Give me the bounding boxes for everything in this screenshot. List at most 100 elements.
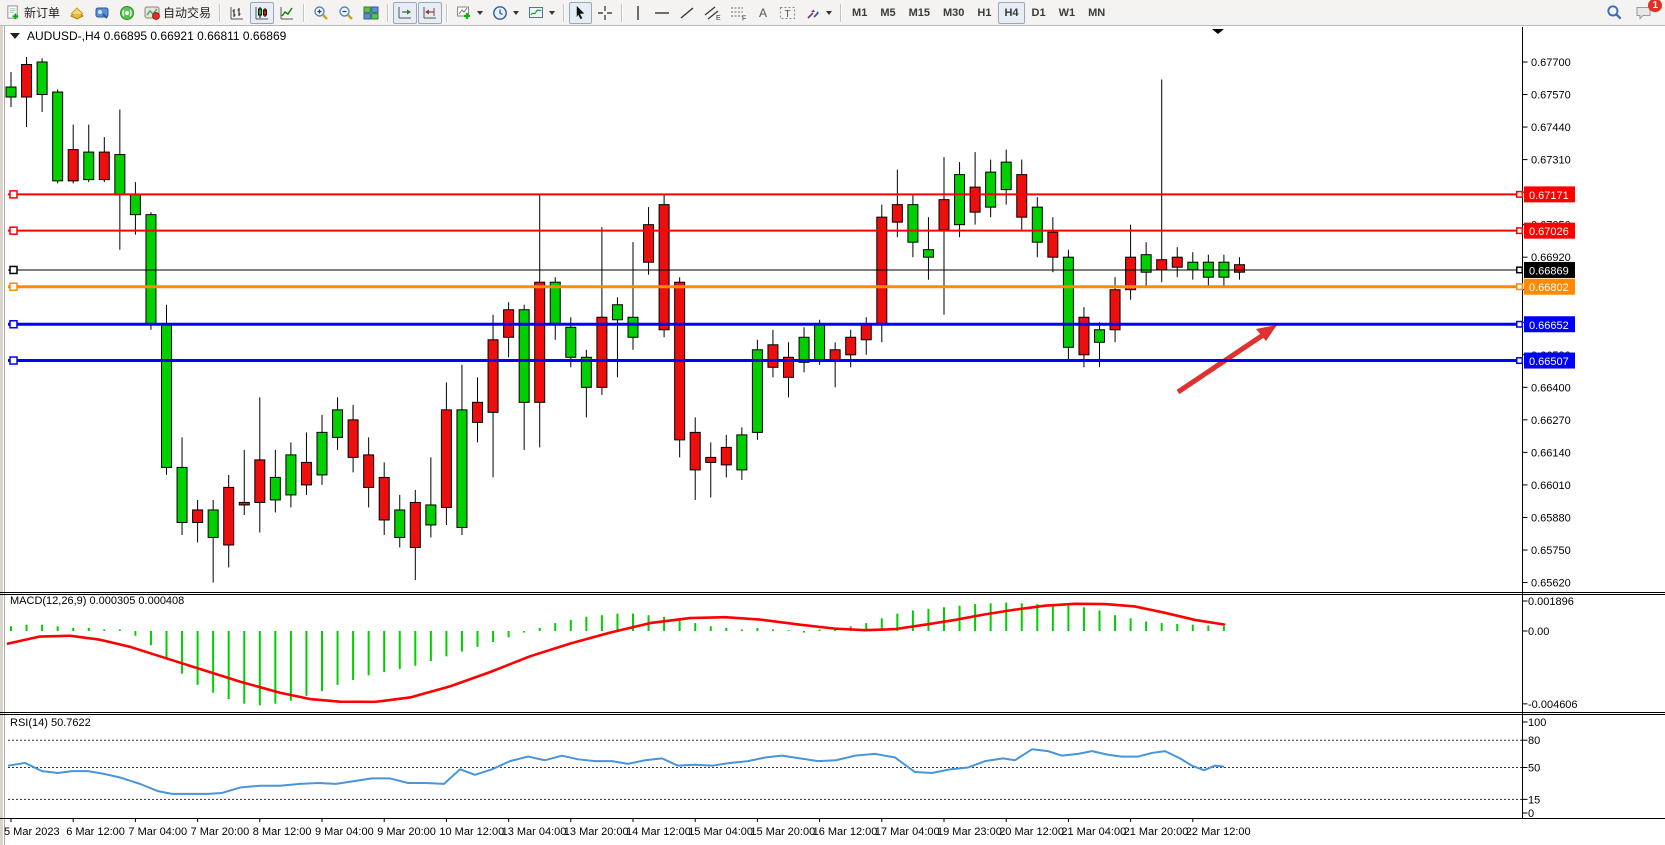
toolbar-separator [563,3,566,22]
strategy-tester-button[interactable] [90,2,114,24]
candle-body [5,86,17,98]
periods-button[interactable] [488,2,523,24]
price-axis-label: 0.67570 [1531,90,1571,102]
text-label-button[interactable]: T [775,2,800,24]
new-chart-button[interactable] [452,2,487,24]
symbol-dropdown-triangle[interactable] [10,33,20,39]
rsi-pane: 100 80 50 15 0 RSI(14) 50.7622 [7,717,1546,820]
candle-body [658,204,670,331]
trend-arrow-annotation[interactable] [1176,325,1277,395]
timeframe-button-D1[interactable]: D1 [1026,2,1052,24]
tile-windows-icon [363,6,379,20]
price-axis-label: 0.67440 [1531,122,1571,134]
news-feed-button[interactable] [115,2,139,24]
toolbar-separator [219,3,222,22]
candle-body [1187,261,1199,271]
price-badge: 0.66869 [1516,261,1575,278]
candle-body [751,349,763,433]
line-chart-mode-button[interactable] [275,2,299,24]
svg-text:A: A [759,6,767,20]
notifications-button[interactable]: 1 [1631,0,1662,24]
candle-body [67,149,79,182]
timeframe-button-MN[interactable]: MN [1082,2,1111,24]
candle-body [845,336,857,356]
line-anchor-handle[interactable] [9,356,18,365]
timeframe-button-H4[interactable]: H4 [998,1,1025,24]
candle-body [1078,316,1090,356]
candle-body [425,504,437,526]
candle-body [1000,161,1012,191]
bar-chart-mode-button[interactable] [225,2,249,24]
zoom-out-button[interactable] [334,2,358,24]
horizontal-line-button[interactable] [650,2,674,24]
text-button[interactable]: A [752,2,774,24]
timeframe-button-H1[interactable]: H1 [971,2,997,24]
auto-scroll-button[interactable] [393,1,418,24]
candle-body [394,509,406,538]
vertical-line-button[interactable] [627,2,649,24]
price-badge-notch-center [1517,228,1522,233]
time-axis-label: 9 Mar 20:00 [377,826,436,838]
timeframe-button-M15[interactable]: M15 [903,2,936,24]
line-anchor-handle[interactable] [9,320,18,329]
price-badge: 0.67171 [1516,186,1575,203]
candle-body [269,476,281,501]
broadcast-icon [120,5,135,20]
fibonacci-icon: F [731,7,746,21]
search-button[interactable] [1602,2,1627,24]
dropdown-caret [477,10,484,15]
timeframe-button-M5[interactable]: M5 [874,2,901,24]
candle-body [549,281,561,326]
time-axis: 5 Mar 2023 6 Mar 12:00 7 Mar 04:00 7 Mar 20… [4,818,1251,838]
price-axis-label: 0.66140 [1531,447,1571,459]
candle-body [705,456,717,463]
tile-windows-button[interactable] [359,2,383,24]
arrows-icon [807,9,819,19]
timeframe-button-M1[interactable]: M1 [846,2,873,24]
line-anchor-handle[interactable] [9,282,18,291]
autotrading-icon [144,6,160,20]
candle-body [487,339,499,413]
timeframe-button-M30[interactable]: M30 [937,2,970,24]
gold-chart-button[interactable] [65,2,89,24]
chart-shift-marker [1212,29,1224,34]
rsi-axis-label: 15 [1528,794,1540,806]
candlestick-series [5,56,1245,583]
timeframe-button-W1[interactable]: W1 [1053,2,1082,24]
line-anchor-handle[interactable] [9,265,18,275]
new-chart-icon [457,6,471,19]
dropdown-caret [549,10,556,15]
equidistant-channel-button[interactable]: E [700,2,725,24]
templates-button[interactable] [524,2,559,24]
line-anchor-handle[interactable] [9,226,18,235]
candle-body [1062,256,1074,348]
candle-body [440,409,452,508]
candle-body [1156,259,1168,271]
line-anchor-handle[interactable] [9,190,18,199]
candlestick-mode-button[interactable] [250,1,275,24]
toolbar-right-group: 1 [1602,0,1662,24]
candle-body [378,476,390,521]
crosshair-button[interactable] [593,2,617,24]
chart-shift-button[interactable] [418,1,443,24]
candle-body [1094,329,1105,343]
trendline-button[interactable] [675,2,699,24]
autotrading-button[interactable]: 自动交易 [140,2,215,24]
arrow-head [1256,325,1277,341]
candle-body [1016,174,1028,218]
horizontal-line-icon [655,11,670,14]
new-order-button[interactable]: 新订单 [2,2,64,24]
price-badge-notch-center [1517,284,1522,289]
arrows-button[interactable] [801,2,836,24]
rsi-axis-label: 100 [1528,717,1546,729]
macd-axis-label: 0.001896 [1528,596,1574,608]
cursor-icon [576,5,585,20]
chart-shift-icon [423,6,437,18]
candle-body [580,356,592,388]
fibonacci-button[interactable]: F [726,2,751,24]
zoom-in-button[interactable] [309,2,333,24]
candle-body [207,509,219,538]
rsi-axis-label: 50 [1528,763,1540,775]
cursor-button[interactable] [569,1,593,24]
